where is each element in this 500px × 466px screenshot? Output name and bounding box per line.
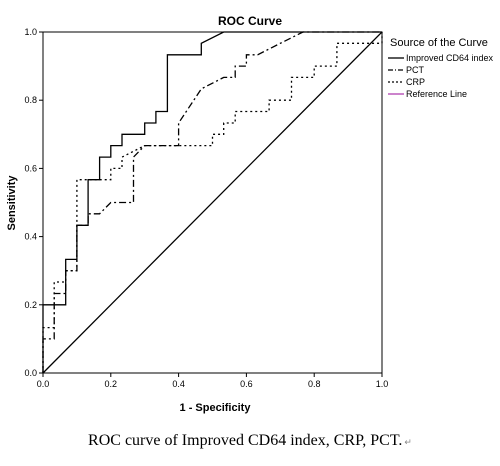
caption-text: ROC curve of Improved CD64 index, CRP, P… <box>88 432 403 449</box>
series-line-reference-line <box>42 31 383 374</box>
legend-title: Source of the Curve <box>390 37 488 49</box>
series-line-improved-cd64-index <box>42 31 382 373</box>
plot-frame <box>42 31 383 374</box>
x-tick-label: 0.0 <box>37 379 50 389</box>
y-axis-label: Sensitivity <box>6 175 18 231</box>
x-axis-label: 1 - Specificity <box>180 402 252 414</box>
x-axis-ticks: 0.0 0.2 0.4 0.6 0.8 1.0 <box>37 373 389 389</box>
y-tick-label: 0.8 <box>24 95 37 105</box>
series-line-pct <box>42 31 382 373</box>
series-layer <box>42 31 383 374</box>
roc-chart: 0.0 0.2 0.4 0.6 0.8 1.0 0.0 0.2 0.4 0.6 0.8 1.0 RO… <box>6 14 494 414</box>
legend-label-improved-cd64-index: Improved CD64 index <box>406 53 494 63</box>
x-tick-label: 0.4 <box>172 379 185 389</box>
y-tick-label: 0.2 <box>24 300 37 310</box>
legend-label-reference-line: Reference Line <box>406 89 467 99</box>
legend-label-crp: CRP <box>406 77 425 87</box>
legend: Source of the Curve Improved CD64 index P… <box>388 37 494 99</box>
y-tick-label: 1.0 <box>24 27 37 37</box>
x-tick-label: 0.2 <box>105 379 118 389</box>
x-tick-label: 0.8 <box>308 379 321 389</box>
x-tick-label: 0.6 <box>240 379 253 389</box>
figure-caption: ROC curve of Improved CD64 index, CRP, P… <box>0 432 500 450</box>
y-axis-ticks: 0.0 0.2 0.4 0.6 0.8 1.0 <box>24 27 43 378</box>
y-tick-label: 0.0 <box>24 368 37 378</box>
paragraph-mark-icon: ↵ <box>404 437 412 447</box>
x-tick-label: 1.0 <box>376 379 389 389</box>
y-tick-label: 0.4 <box>24 232 37 242</box>
legend-label-pct: PCT <box>406 65 425 75</box>
plot-area <box>42 31 383 374</box>
y-tick-label: 0.6 <box>24 163 37 173</box>
chart-title: ROC Curve <box>218 14 282 28</box>
